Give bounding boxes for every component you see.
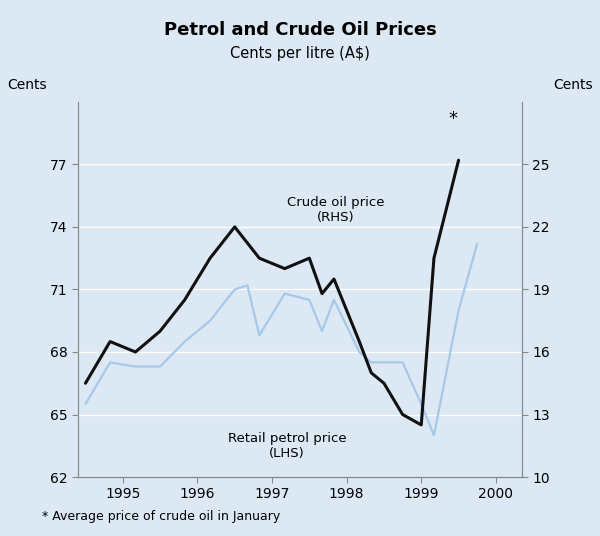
Text: Retail petrol price
(LHS): Retail petrol price (LHS)	[227, 432, 346, 460]
Text: Cents: Cents	[553, 78, 593, 93]
Text: *: *	[448, 109, 457, 128]
Text: Cents per litre (A$): Cents per litre (A$)	[230, 46, 370, 61]
Text: Petrol and Crude Oil Prices: Petrol and Crude Oil Prices	[164, 21, 436, 40]
Text: * Average price of crude oil in January: * Average price of crude oil in January	[42, 510, 280, 523]
Text: Crude oil price
(RHS): Crude oil price (RHS)	[287, 196, 384, 224]
Text: Cents: Cents	[7, 78, 47, 93]
